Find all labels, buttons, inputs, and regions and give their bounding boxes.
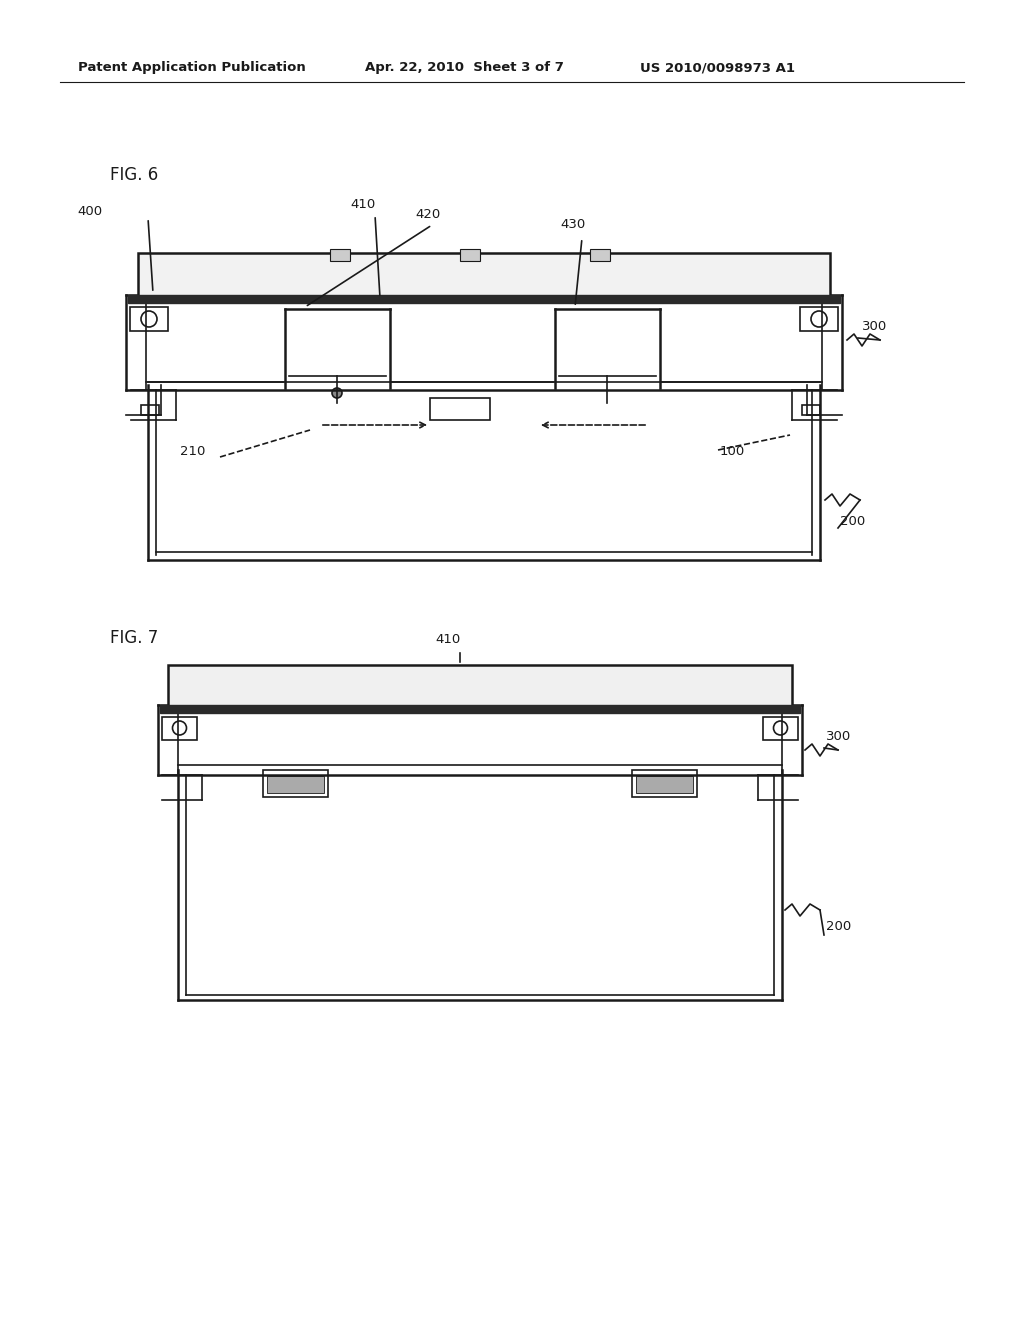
Bar (330, 249, 350, 261)
Text: Patent Application Publication: Patent Application Publication (78, 62, 306, 74)
Bar (430, 399, 490, 420)
Bar (802, 405, 820, 414)
Text: FIG. 7: FIG. 7 (110, 630, 159, 647)
Text: Apr. 22, 2010  Sheet 3 of 7: Apr. 22, 2010 Sheet 3 of 7 (365, 62, 564, 74)
Text: 300: 300 (826, 730, 851, 743)
Bar (267, 776, 324, 793)
Bar (141, 405, 159, 414)
Text: 410: 410 (435, 634, 460, 645)
Text: 300: 300 (862, 319, 887, 333)
Bar (138, 253, 830, 298)
Text: 420: 420 (415, 209, 440, 220)
Text: 200: 200 (826, 920, 851, 933)
Text: 210: 210 (180, 445, 206, 458)
Bar (130, 308, 168, 331)
Bar (168, 665, 792, 708)
Text: 400: 400 (77, 205, 102, 218)
Text: FIG. 6: FIG. 6 (110, 166, 159, 183)
Bar (162, 717, 197, 741)
Bar (800, 308, 838, 331)
Bar (160, 705, 800, 713)
Bar (128, 294, 840, 304)
Bar (636, 776, 693, 793)
Bar (263, 770, 328, 797)
Bar (590, 249, 610, 261)
Circle shape (332, 388, 342, 399)
Text: 430: 430 (560, 218, 586, 231)
Text: 200: 200 (840, 515, 865, 528)
Text: 410: 410 (350, 198, 375, 211)
Text: US 2010/0098973 A1: US 2010/0098973 A1 (640, 62, 795, 74)
Bar (763, 717, 798, 741)
Text: 100: 100 (720, 445, 745, 458)
Bar (632, 770, 697, 797)
Bar (460, 249, 480, 261)
